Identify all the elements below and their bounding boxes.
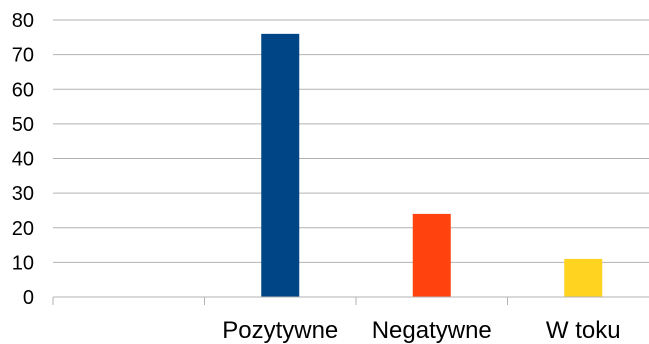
y-tick-label-80: 80 xyxy=(12,10,34,32)
y-axis-tick-labels: 0 10 20 30 40 50 60 70 80 xyxy=(12,10,34,309)
bars xyxy=(261,33,603,297)
y-tick-label-70: 70 xyxy=(12,45,34,67)
y-tick-label-30: 30 xyxy=(12,183,34,205)
bar-w-toku xyxy=(564,258,603,297)
y-tick-label-50: 50 xyxy=(12,114,34,136)
x-category-label-pozytywne: Pozytywne xyxy=(222,317,338,344)
grid-lines xyxy=(53,19,649,263)
x-category-label-w-toku: W toku xyxy=(546,317,621,344)
x-category-label-negatywne: Negatywne xyxy=(372,317,492,344)
x-axis-category-labels: Pozytywne Negatywne W toku xyxy=(222,317,620,344)
y-tick-label-0: 0 xyxy=(23,287,34,309)
y-tick-label-60: 60 xyxy=(12,79,34,101)
y-tick-label-20: 20 xyxy=(12,218,34,240)
bar-pozytywne xyxy=(261,33,300,297)
x-axis xyxy=(52,296,649,305)
bar-negatywne xyxy=(412,213,451,297)
y-tick-label-10: 10 xyxy=(12,252,34,274)
y-tick-label-40: 40 xyxy=(12,149,34,171)
